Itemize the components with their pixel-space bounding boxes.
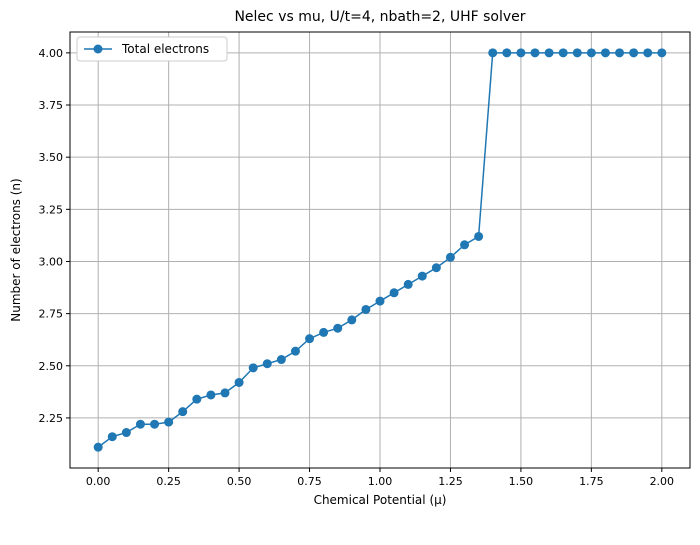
x-tick-label: 0.25	[156, 475, 181, 488]
data-point	[445, 252, 455, 262]
legend-label: Total electrons	[121, 42, 209, 56]
data-point	[262, 359, 272, 369]
data-point	[107, 432, 117, 442]
legend-marker	[93, 44, 103, 54]
data-point	[290, 346, 300, 356]
data-point	[93, 442, 103, 452]
data-point	[206, 390, 216, 400]
data-point	[389, 288, 399, 298]
data-point	[431, 263, 441, 273]
data-point	[657, 48, 667, 58]
data-point	[178, 407, 188, 417]
data-point	[361, 304, 371, 314]
data-point	[586, 48, 596, 58]
data-point	[516, 48, 526, 58]
data-point	[488, 48, 498, 58]
data-point	[248, 363, 258, 373]
y-tick-label: 3.25	[39, 203, 64, 216]
data-point	[530, 48, 540, 58]
x-tick-label: 0.00	[86, 475, 111, 488]
x-tick-label: 1.75	[579, 475, 604, 488]
data-point	[403, 279, 413, 289]
y-tick-label: 4.00	[39, 47, 64, 60]
data-point	[234, 377, 244, 387]
data-point	[135, 419, 145, 429]
y-axis-label: Number of electrons (n)	[9, 178, 23, 321]
data-point	[150, 419, 160, 429]
x-axis-ticks: 0.00 0.25 0.50 0.75 1.00 1.25 1.50 1.75 2.00	[86, 468, 674, 488]
data-point	[220, 388, 230, 398]
data-point	[600, 48, 610, 58]
x-tick-label: 2.00	[650, 475, 675, 488]
y-axis-ticks: 2.25 2.50 2.75 3.00 3.25 3.50 3.75 4.00	[39, 47, 70, 425]
series-layer	[93, 48, 667, 452]
data-point	[164, 417, 174, 427]
x-tick-label: 1.50	[509, 475, 534, 488]
data-point	[643, 48, 653, 58]
data-point	[502, 48, 512, 58]
data-point	[417, 271, 427, 281]
y-tick-label: 3.75	[39, 99, 64, 112]
x-tick-label: 0.75	[297, 475, 322, 488]
data-point	[319, 327, 329, 337]
data-point	[333, 323, 343, 333]
data-point	[474, 231, 484, 241]
x-tick-label: 1.00	[368, 475, 393, 488]
legend: Total electrons	[76, 36, 228, 62]
y-tick-label: 3.50	[39, 151, 64, 164]
grid	[70, 32, 690, 468]
y-tick-label: 2.75	[39, 308, 64, 321]
data-point	[347, 315, 357, 325]
y-tick-label: 2.50	[39, 360, 64, 373]
data-point	[544, 48, 554, 58]
y-tick-label: 2.25	[39, 412, 64, 425]
x-axis-label: Chemical Potential (μ)	[314, 493, 447, 507]
data-point	[276, 355, 286, 365]
data-point	[460, 240, 470, 250]
data-point	[615, 48, 625, 58]
data-point	[629, 48, 639, 58]
x-tick-label: 0.50	[227, 475, 252, 488]
y-tick-label: 3.00	[39, 255, 64, 268]
data-point	[558, 48, 568, 58]
data-point	[192, 394, 202, 404]
data-point	[305, 334, 315, 344]
legend-box	[76, 36, 228, 62]
x-tick-label: 1.25	[438, 475, 463, 488]
chart-title: Nelec vs mu, U/t=4, nbath=2, UHF solver	[234, 9, 525, 25]
data-point	[375, 296, 385, 306]
data-point	[572, 48, 582, 58]
data-point	[121, 428, 131, 438]
